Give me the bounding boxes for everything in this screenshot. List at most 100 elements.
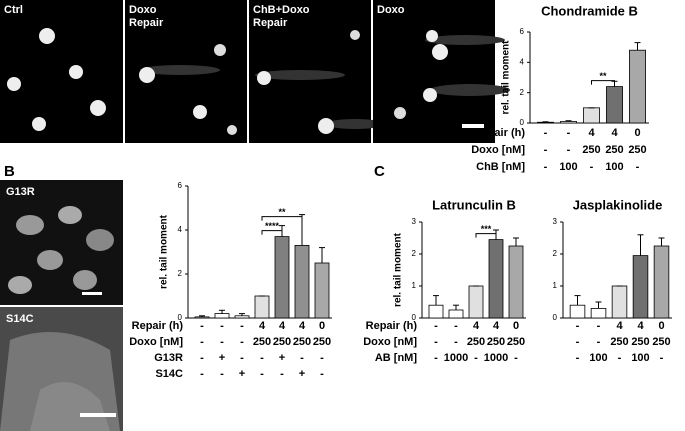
significance-bracket [261,216,303,221]
bar [560,121,577,124]
image-label: S14C [6,313,34,325]
condition-value: - [220,368,224,380]
micrograph [249,0,385,143]
chart-title: Jasplakinolide [573,197,663,212]
condition-value: - [636,161,640,173]
condition-value: 0 [319,320,325,332]
significance-bracket [591,80,615,85]
condition-value: - [300,352,304,364]
condition-value: 4 [493,320,500,332]
y-tick-label: 0 [178,313,183,322]
condition-value: 100 [631,352,649,364]
condition-value: 4 [259,320,266,332]
condition-value: + [279,352,285,364]
bar [194,316,210,319]
condition-value: 100 [559,161,577,173]
micrograph [0,0,123,143]
significance-label: *** [481,224,492,234]
condition-value: - [434,320,438,332]
chart-title: Latrunculin B [432,197,516,212]
condition-value: - [576,336,580,348]
condition-label: AB [nM] [375,352,417,364]
bar [488,239,504,319]
error-bar [319,247,325,263]
condition-value: 4 [299,320,306,332]
condition-value: 250 [273,336,291,348]
bar [234,315,250,319]
condition-value: - [567,127,571,139]
condition-value: 4 [279,320,286,332]
bar [214,313,230,319]
condition-value: 250 [507,336,525,348]
condition-value: 100 [589,352,607,364]
condition-value: - [240,336,244,348]
condition-value: 250 [467,336,485,348]
bar [590,307,607,319]
condition-value: 250 [605,144,623,156]
y-axis-label: rel. tail moment [159,214,170,289]
condition-value: - [544,127,548,139]
image-label: Repair [253,17,288,29]
condition-value: 1000 [444,352,468,364]
bar [314,262,330,319]
condition-value: - [576,352,580,364]
condition-label: G13R [154,352,183,364]
y-tick-label: 4 [178,225,183,234]
y-tick-label: 3 [412,217,417,226]
y-tick-label: 0 [412,313,417,322]
condition-value: - [544,161,548,173]
error-bar [634,42,641,51]
y-tick-label: 6 [520,27,525,36]
condition-value: - [200,368,204,380]
condition-value: - [260,368,264,380]
condition-value: - [200,336,204,348]
condition-value: 100 [605,161,623,173]
error-bar [433,295,439,306]
condition-value: - [618,352,622,364]
panel-letter: B [4,163,15,180]
condition-value: - [576,320,580,332]
significance-bracket [261,230,283,235]
error-bar [219,309,225,314]
error-bar [453,304,459,310]
condition-value: 4 [637,320,644,332]
panel-letter: C [374,163,385,180]
condition-value: - [320,368,324,380]
condition-label: Doxo [nM] [363,336,417,348]
condition-value: 250 [253,336,271,348]
y-tick-label: 2 [178,269,183,278]
error-bar [595,301,602,309]
image-label: Ctrl [4,4,23,16]
condition-value: 250 [628,144,646,156]
condition-label: Repair (h) [474,127,526,139]
condition-value: 250 [610,336,628,348]
micrograph [0,180,123,305]
bar [448,309,464,319]
bar [254,295,270,319]
y-tick-label: 2 [520,88,525,97]
bar [428,304,444,319]
bar [583,107,600,124]
significance-label: ** [599,71,607,81]
bar [629,49,646,124]
condition-value: 250 [652,336,670,348]
error-bar [513,237,519,246]
image-label: Repair [129,17,164,29]
condition-value: - [220,320,224,332]
error-bar [199,315,205,317]
image-label: ChB+Doxo [253,4,310,16]
condition-value: - [320,352,324,364]
condition-label: ChB [nM] [476,161,525,173]
micrograph [373,0,510,143]
condition-value: - [590,161,594,173]
image-label: Doxo [377,4,405,16]
y-tick-label: 0 [553,313,558,322]
bar [611,285,628,319]
bar [508,245,524,319]
condition-value: - [434,336,438,348]
condition-value: - [260,352,264,364]
significance-label: **** [265,221,280,231]
image-label: G13R [6,186,35,198]
bar [569,304,586,319]
condition-value: 4 [616,320,623,332]
